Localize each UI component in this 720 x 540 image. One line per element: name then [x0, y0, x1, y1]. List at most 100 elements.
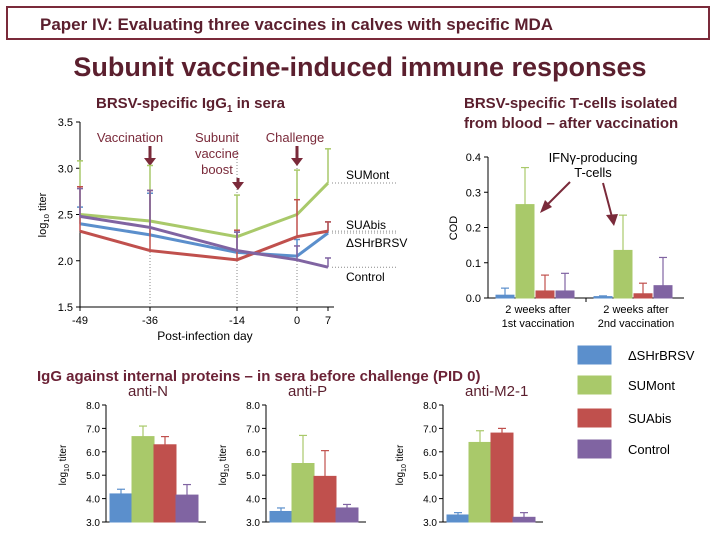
legend-swatch	[577, 345, 612, 365]
protein-bar	[131, 436, 155, 523]
protein-bar	[512, 516, 536, 523]
igg1-y-tick-label: 1.5	[58, 302, 73, 314]
igg1-y-tick-label: 2.5	[58, 210, 73, 222]
igg1-series-label: Control	[346, 270, 385, 284]
igg1-x-tick-label: 7	[325, 315, 331, 327]
tcell-title-line: from blood – after vaccination	[464, 115, 678, 132]
igg1-series-line	[79, 214, 329, 269]
annotation-boost-line: vaccine	[195, 146, 239, 161]
tcell-annotation: T-cells	[574, 165, 612, 180]
igg1-series-label: SUAbis	[346, 218, 386, 232]
tcell-y-tick-label: 0.4	[466, 152, 481, 164]
protein-bar	[269, 510, 293, 523]
main-title: Subunit vaccine-induced immune responses	[73, 52, 647, 82]
legend-label: ΔSHrBRSV	[628, 348, 695, 363]
protein-y-axis-label: log10 titer	[395, 444, 408, 485]
igg1-x-tick-label: -14	[229, 315, 245, 327]
protein-bar	[109, 493, 133, 523]
tcell-title-line: BRSV-specific T-cells isolated	[464, 95, 677, 112]
protein-chart-title: anti-N	[128, 383, 168, 400]
protein-y-tick-label: 8.0	[423, 401, 437, 412]
bottom-section-title: IgG against internal proteins – in sera …	[37, 368, 481, 385]
protein-y-tick-label: 7.0	[86, 424, 100, 435]
protein-bar	[175, 494, 199, 523]
tcell-bar	[555, 290, 575, 299]
tcell-category-label: 2 weeks after	[505, 304, 571, 316]
challenge-arrow-head	[291, 158, 303, 166]
igg1-y-axis-label: log10 titer	[37, 192, 51, 237]
protein-y-tick-label: 6.0	[246, 448, 260, 459]
protein-chart-title: anti-P	[288, 383, 327, 400]
protein-y-tick-label: 8.0	[86, 401, 100, 412]
protein-bar	[335, 507, 359, 523]
protein-y-tick-label: 7.0	[423, 424, 437, 435]
protein-bar	[490, 432, 514, 523]
protein-y-tick-label: 6.0	[86, 448, 100, 459]
igg1-series-label: SUMont	[346, 168, 390, 182]
protein-y-tick-label: 3.0	[86, 518, 100, 529]
protein-y-tick-label: 8.0	[246, 401, 260, 412]
protein-y-axis-label: log10 titer	[58, 444, 71, 485]
igg1-y-tick-label: 3.0	[58, 163, 73, 175]
legend-swatch	[577, 408, 612, 428]
igg1-y-tick-label: 2.0	[58, 256, 73, 268]
protein-bar	[291, 463, 315, 523]
legend-label: SUMont	[628, 378, 675, 393]
annotation-challenge: Challenge	[266, 130, 325, 145]
igg1-series-label: ΔSHrBRSV	[346, 236, 407, 250]
tcell-y-axis-label: COD	[448, 216, 460, 241]
legend-swatch	[577, 439, 612, 459]
igg1-series-line	[79, 229, 329, 262]
tcell-bar	[613, 249, 633, 299]
protein-chart-title: anti-M2-1	[465, 383, 528, 400]
tcell-y-tick-label: 0.1	[466, 258, 481, 270]
annotation-vaccination: Vaccination	[97, 130, 163, 145]
tcell-bar	[633, 293, 653, 299]
tcell-y-tick-label: 0.0	[466, 293, 481, 305]
protein-y-tick-label: 4.0	[423, 495, 437, 506]
tcell-bar	[535, 290, 555, 299]
protein-bar	[446, 514, 470, 523]
tcell-category-label: 1st vaccination	[502, 318, 575, 330]
tcell-bar	[515, 204, 535, 299]
tcell-arrow-1-head	[540, 200, 552, 213]
tcell-bar	[495, 294, 515, 299]
legend-label: Control	[628, 442, 670, 457]
igg1-x-tick-label: -49	[72, 315, 88, 327]
protein-bar	[313, 475, 337, 523]
tcell-category-label: 2 weeks after	[603, 304, 669, 316]
tcell-bar	[593, 296, 613, 299]
protein-y-tick-label: 3.0	[423, 518, 437, 529]
tcell-annotation: IFNγ-producing	[549, 150, 638, 165]
tcell-arrow-2-head	[606, 214, 618, 226]
protein-y-tick-label: 6.0	[423, 448, 437, 459]
protein-y-tick-label: 4.0	[246, 495, 260, 506]
tcell-bar	[653, 285, 673, 299]
igg1-x-axis-label: Post-infection day	[157, 329, 252, 343]
legend-label: SUAbis	[628, 411, 672, 426]
tcell-y-tick-label: 0.3	[466, 187, 481, 199]
protein-y-tick-label: 5.0	[246, 471, 260, 482]
tcell-y-tick-label: 0.2	[466, 223, 481, 235]
protein-y-tick-label: 5.0	[423, 471, 437, 482]
igg1-x-tick-label: 0	[294, 315, 300, 327]
header-title: Paper IV: Evaluating three vaccines in c…	[40, 15, 554, 34]
tcell-arrow-1	[544, 181, 571, 208]
protein-bar	[468, 441, 492, 523]
legend-swatch	[577, 375, 612, 395]
header-box: Paper IV: Evaluating three vaccines in c…	[6, 6, 710, 40]
igg1-x-tick-label: -36	[142, 315, 158, 327]
boost-arrow-head	[232, 182, 244, 190]
protein-y-tick-label: 3.0	[246, 518, 260, 529]
igg1-y-tick-label: 3.5	[58, 117, 73, 129]
igg1-chart-title: BRSV-specific IgG1 in sera	[96, 95, 286, 115]
protein-y-tick-label: 5.0	[86, 471, 100, 482]
protein-y-tick-label: 7.0	[246, 424, 260, 435]
vaccination-arrow-head	[144, 158, 156, 166]
tcell-category-label: 2nd vaccination	[598, 318, 674, 330]
protein-bar	[153, 444, 177, 523]
annotation-boost-line: Subunit	[195, 130, 239, 145]
annotation-boost-line: boost	[201, 162, 233, 177]
protein-y-axis-label: log10 titer	[218, 444, 231, 485]
